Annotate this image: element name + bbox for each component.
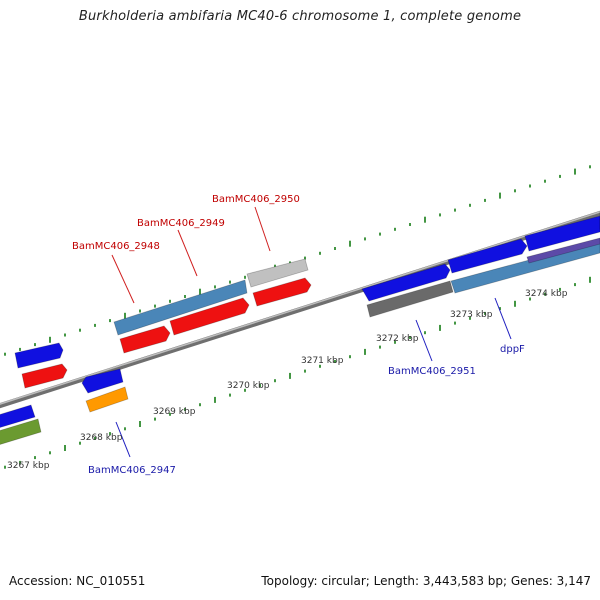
feature-arrow[interactable] (0, 418, 42, 446)
feature-arrow[interactable] (447, 238, 528, 274)
leader-line (494, 297, 512, 340)
feature-forward-gene[interactable] (113, 279, 248, 336)
gene-labels: BamMC406_2948 BamMC406_2949 BamMC406_295… (72, 194, 525, 476)
kbp-label: 3272 kbp (376, 334, 419, 344)
feature-reverse-cds[interactable] (85, 386, 129, 413)
gene-label-forward[interactable]: BamMC406_2948 (72, 241, 160, 252)
genome-summary-text: Topology: circular; Length: 3,443,583 bp… (261, 574, 591, 588)
feature-forward-cds[interactable] (526, 237, 600, 264)
feature-reverse-cds[interactable] (366, 280, 454, 318)
feature-forward-cds[interactable] (252, 277, 312, 307)
gene-label-forward[interactable]: BamMC406_2950 (212, 194, 300, 205)
kbp-label: 3274 kbp (525, 289, 568, 299)
feature-arrow[interactable] (361, 263, 451, 302)
kbp-labels: 3267 kbp 3268 kbp 3269 kbp 3270 kbp 3271… (7, 289, 568, 471)
kbp-label: 3271 kbp (301, 356, 344, 366)
feature-arrow[interactable] (81, 368, 124, 394)
feature-forward-cds[interactable] (119, 325, 171, 354)
feature-arrow[interactable] (366, 280, 454, 318)
map-title: Burkholderia ambifaria MC40-6 chromosome… (78, 9, 522, 24)
feature-arrow[interactable] (21, 363, 68, 389)
feature-forward-cds[interactable] (169, 297, 250, 336)
gene-label-reverse[interactable]: BamMC406_2951 (388, 366, 476, 377)
feature-forward-gene[interactable] (447, 238, 528, 274)
kbp-label: 3267 kbp (7, 461, 50, 471)
feature-arrow[interactable] (119, 325, 171, 354)
feature-arrow[interactable] (526, 237, 600, 264)
feature-forward-gene[interactable] (524, 215, 600, 252)
accession-text: Accession: NC_010551 (9, 574, 146, 588)
feature-arrow[interactable] (169, 297, 250, 336)
feature-reverse-cds[interactable] (0, 418, 42, 446)
feature-arrow[interactable] (14, 342, 64, 369)
feature-reverse-gene[interactable] (0, 404, 36, 429)
leader-line (415, 319, 433, 362)
leader-line (111, 254, 135, 304)
feature-forward-gene[interactable] (246, 258, 309, 288)
feature-arrow[interactable] (85, 386, 129, 413)
scale-ticks-lower (4, 276, 591, 469)
gene-label-forward[interactable]: BamMC406_2949 (137, 218, 225, 229)
leader-line (115, 421, 131, 458)
feature-forward-cds[interactable] (21, 363, 68, 389)
feature-arrow[interactable] (246, 258, 309, 288)
label-leaders (111, 206, 512, 458)
feature-forward-gene[interactable] (14, 342, 64, 369)
feature-forward-gene[interactable] (361, 263, 451, 302)
feature-arrow[interactable] (524, 215, 600, 252)
kbp-label: 3268 kbp (80, 433, 123, 443)
kbp-label: 3270 kbp (227, 381, 270, 391)
leader-line (254, 206, 271, 252)
leader-line (177, 229, 198, 277)
feature-arrow[interactable] (252, 277, 312, 307)
feature-reverse-gene[interactable] (81, 368, 124, 394)
feature-arrow[interactable] (113, 279, 248, 336)
feature-arrow[interactable] (0, 404, 36, 429)
gene-label-reverse[interactable]: dppF (500, 344, 525, 355)
kbp-label: 3273 kbp (450, 310, 493, 320)
gene-label-reverse[interactable]: BamMC406_2947 (88, 465, 176, 476)
feature-track (0, 211, 600, 446)
kbp-label: 3269 kbp (153, 407, 196, 417)
